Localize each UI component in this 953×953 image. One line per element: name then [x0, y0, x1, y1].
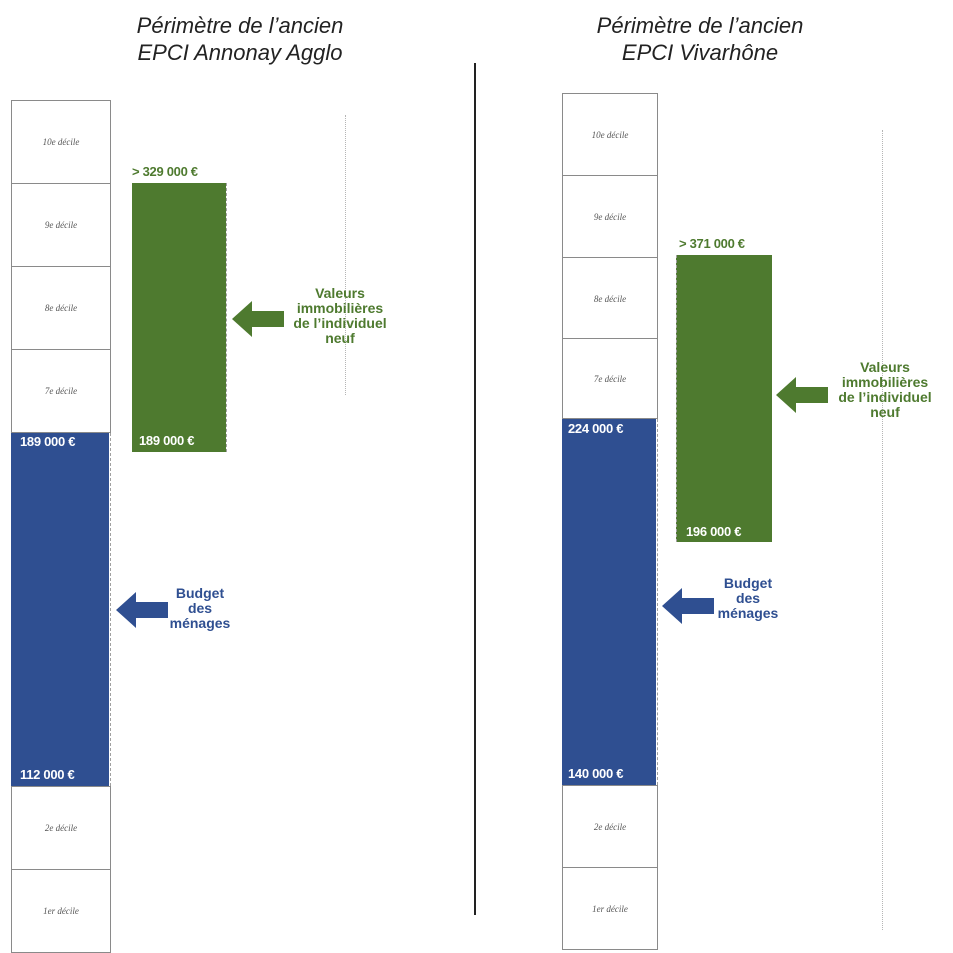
decile-1: 1er décile [11, 869, 111, 953]
panel-title: Périmètre de l’ancien EPCI Vivarhône [570, 12, 830, 66]
property-label: Valeurs immobilières de l’individuel neu… [820, 360, 950, 420]
budget-low-value: 112 000 € [20, 767, 75, 782]
budget-arrow-icon [116, 592, 168, 628]
property-label-line: immobilières [296, 300, 384, 316]
property-label-line: de l’individuel [293, 315, 387, 331]
property-label-line: neuf [325, 330, 355, 346]
budget-bar [11, 433, 109, 786]
budget-bar [562, 419, 656, 785]
budget-label: Budget des ménages [708, 576, 788, 621]
decile-10: 10e décile [11, 100, 111, 184]
title-line-2: EPCI Annonay Agglo [137, 40, 343, 65]
panel-divider [474, 63, 476, 915]
property-label-line: Valeurs [860, 359, 910, 375]
decile-9: 9e décile [562, 175, 658, 258]
budget-label-line: des [187, 600, 213, 616]
property-label-line: immobilières [841, 374, 929, 390]
budget-dashed-edge [110, 433, 111, 786]
budget-label: Budget des ménages [160, 586, 240, 631]
decile-7: 7e décile [11, 349, 111, 433]
decile-9: 9e décile [11, 183, 111, 267]
property-label-line: neuf [870, 404, 900, 420]
dotted-guide [345, 115, 346, 395]
title-line-1: Périmètre de l’ancien [136, 13, 344, 38]
decile-10: 10e décile [562, 93, 658, 176]
property-dashed-edge [226, 183, 227, 452]
decile-2: 2e décile [562, 785, 658, 868]
title-line-1: Périmètre de l’ancien [596, 13, 804, 38]
panel-vivarhone: Périmètre de l’ancien EPCI Vivarhône 10e… [478, 0, 953, 950]
property-high-value: > 329 000 € [132, 164, 198, 179]
panel-annonay: Périmètre de l’ancien EPCI Annonay Agglo… [0, 0, 470, 953]
property-label-line: de l’individuel [838, 389, 932, 405]
budget-dashed-edge [657, 419, 658, 785]
budget-low-value: 140 000 € [568, 766, 624, 781]
budget-high-value: 224 000 € [568, 421, 624, 436]
property-label-line: Valeurs [315, 285, 365, 301]
title-line-2: EPCI Vivarhône [621, 40, 779, 65]
property-high-value: > 371 000 € [679, 236, 745, 251]
decile-7: 7e décile [562, 338, 658, 419]
dotted-guide [882, 130, 883, 930]
property-dashed-edge [676, 255, 677, 542]
decile-8: 8e décile [11, 266, 111, 350]
property-arrow-icon [232, 301, 284, 337]
budget-label-line: ménages [169, 615, 231, 631]
property-low-value: 189 000 € [139, 433, 195, 448]
property-bar [132, 183, 226, 452]
decile-1: 1er décile [562, 867, 658, 950]
decile-2: 2e décile [11, 786, 111, 870]
budget-label-line: Budget [723, 575, 773, 591]
property-low-value: 196 000 € [686, 524, 742, 539]
budget-label-line: ménages [717, 605, 779, 621]
budget-arrow-icon [662, 588, 714, 624]
property-bar [676, 255, 772, 542]
decile-8: 8e décile [562, 257, 658, 340]
budget-high-value: 189 000 € [20, 434, 76, 449]
budget-label-line: Budget [175, 585, 225, 601]
panel-title: Périmètre de l’ancien EPCI Annonay Agglo [110, 12, 370, 66]
budget-label-line: des [735, 590, 761, 606]
property-label: Valeurs immobilières de l’individuel neu… [280, 286, 400, 346]
property-arrow-icon [776, 377, 828, 413]
